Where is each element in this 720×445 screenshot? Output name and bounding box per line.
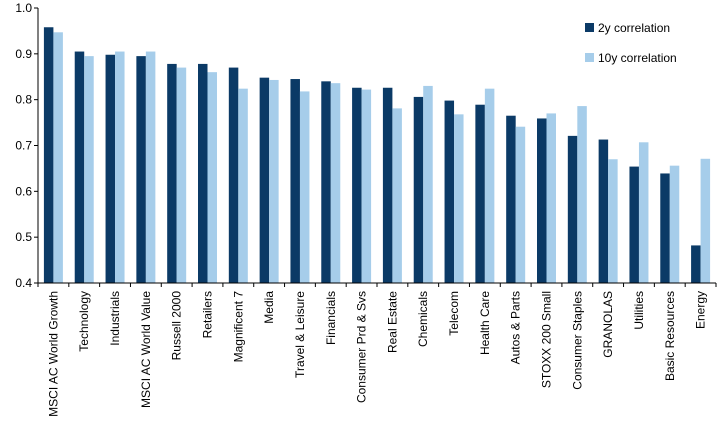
x-category-label: Basic Resources <box>663 291 677 381</box>
bar-2y-18 <box>598 139 609 283</box>
bar-2y-15 <box>506 115 516 283</box>
bar-10y-11 <box>392 108 402 283</box>
x-category-label: Travel & Leisure <box>293 291 307 378</box>
y-tick-label: 0.4 <box>15 276 32 290</box>
bars <box>43 27 711 284</box>
legend-swatch-2y <box>585 23 594 32</box>
bar-10y-3 <box>145 51 156 283</box>
bar-2y-13 <box>444 100 455 283</box>
y-tick-label: 0.7 <box>15 139 32 153</box>
bar-10y-0 <box>53 32 63 283</box>
bar-2y-4 <box>167 63 177 283</box>
bar-2y-8 <box>290 79 300 284</box>
bar-10y-10 <box>361 89 372 283</box>
bar-2y-19 <box>629 166 639 283</box>
bar-10y-18 <box>608 159 618 283</box>
bar-2y-21 <box>691 245 701 283</box>
y-tick-label: 0.5 <box>15 230 32 244</box>
bar-2y-14 <box>475 104 485 283</box>
x-category-label: Health Care <box>478 291 492 355</box>
bar-10y-6 <box>238 88 248 284</box>
x-category-label: Consumer Staples <box>570 291 584 390</box>
bar-2y-11 <box>382 87 393 283</box>
x-axis: MSCI AC World Growth Technology Industrial… <box>37 282 717 417</box>
x-category-label: Chemicals <box>416 291 430 347</box>
bar-2y-9 <box>321 81 331 283</box>
x-category-label: Real Estate <box>385 291 399 353</box>
bar-2y-0 <box>43 27 54 283</box>
bar-10y-8 <box>299 91 310 284</box>
bar-10y-15 <box>515 126 526 283</box>
bar-10y-20 <box>669 165 680 283</box>
bar-2y-12 <box>413 96 424 284</box>
y-tick-label: 0.6 <box>15 184 32 198</box>
bar-10y-4 <box>176 67 187 283</box>
bar-10y-14 <box>484 88 495 284</box>
bar-2y-17 <box>567 135 578 283</box>
bar-2y-7 <box>259 77 270 284</box>
bar-2y-3 <box>136 56 146 283</box>
bar-10y-16 <box>546 113 556 284</box>
bar-10y-21 <box>700 158 711 283</box>
bar-10y-1 <box>84 56 94 283</box>
x-category-label: Industrials <box>108 291 122 346</box>
bar-10y-17 <box>577 106 587 283</box>
bar-2y-16 <box>537 118 547 283</box>
bar-2y-1 <box>74 51 85 283</box>
x-category-label: STOXX 200 Small <box>540 291 554 388</box>
bar-2y-6 <box>228 67 239 283</box>
x-category-label: Telecom <box>447 291 461 336</box>
x-category-label: Russell 2000 <box>170 291 184 361</box>
legend-swatch-10y <box>585 53 594 62</box>
x-category-label: MSCI AC World Growth <box>46 291 60 417</box>
y-tick-label: 0.9 <box>15 47 32 61</box>
x-category-label: GRANOLAS <box>601 291 615 358</box>
x-category-label: Media <box>262 291 276 324</box>
bar-10y-9 <box>330 83 341 284</box>
x-category-label: Retailers <box>201 291 215 338</box>
x-category-label: Utilities <box>632 291 646 330</box>
legend-label-10y: 10y correlation <box>598 51 677 65</box>
legend: 2y correlation 10y correlation <box>585 21 677 65</box>
x-category-label: Technology <box>77 291 91 352</box>
x-category-label: MSCI AC World Value <box>139 291 153 408</box>
bar-10y-19 <box>638 142 649 283</box>
bar-2y-20 <box>660 173 670 283</box>
bar-2y-10 <box>352 87 362 283</box>
bar-10y-12 <box>423 85 433 284</box>
bar-2y-2 <box>105 54 116 283</box>
bar-10y-2 <box>115 51 125 283</box>
bar-10y-13 <box>454 114 464 283</box>
y-axis: 0.4 0.5 0.6 0.7 0.8 0.9 1.0 <box>15 1 39 290</box>
y-tick-label: 0.8 <box>15 93 32 107</box>
x-category-label: Financials <box>324 291 338 345</box>
bar-10y-5 <box>207 72 217 284</box>
x-category-label: Consumer Prd & Svs <box>355 291 369 403</box>
bar-10y-7 <box>269 79 279 283</box>
bar-2y-5 <box>198 63 208 283</box>
x-category-label: Autos & Parts <box>509 291 523 364</box>
y-tick-label: 1.0 <box>15 1 32 15</box>
x-category-label: Magnificent 7 <box>231 291 245 363</box>
x-category-label: Energy <box>694 291 708 329</box>
legend-label-2y: 2y correlation <box>598 21 670 35</box>
